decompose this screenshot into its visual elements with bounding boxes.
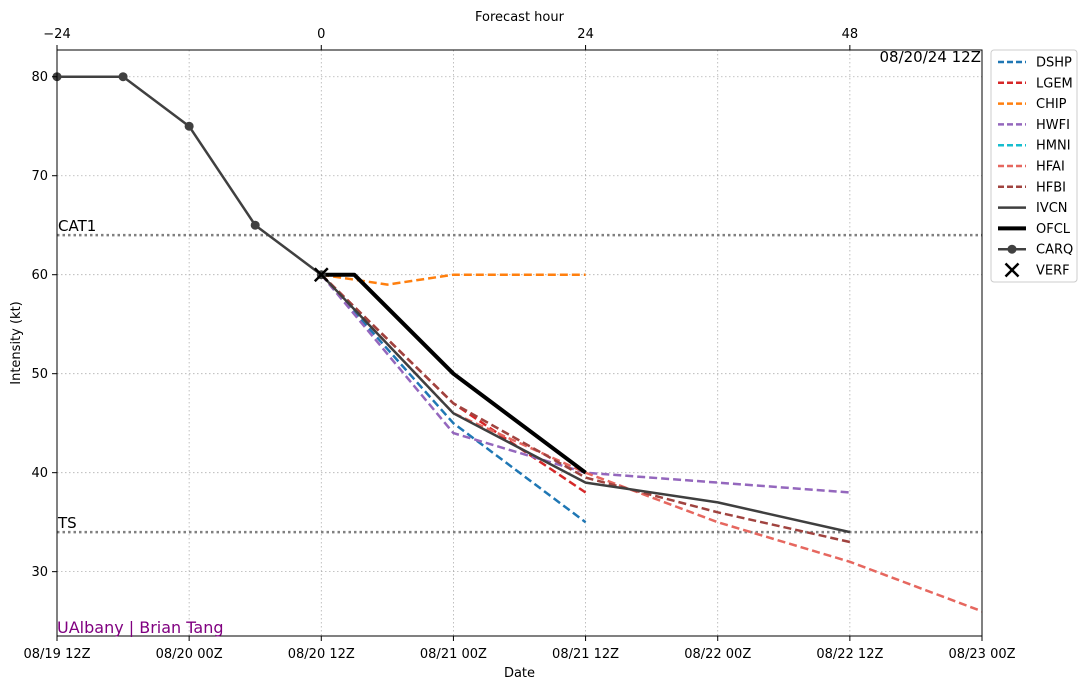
legend-label: HFBI xyxy=(1036,180,1066,195)
legend-item-lgem: LGEM xyxy=(998,76,1073,91)
legend-item-hwfi: HWFI xyxy=(998,118,1070,133)
legend-label: CHIP xyxy=(1036,97,1067,112)
series-line-hfbi xyxy=(320,273,851,544)
top-tick-label: 24 xyxy=(577,27,594,42)
y-tick-label: 80 xyxy=(31,70,48,85)
x-axis-label: Date xyxy=(504,666,535,681)
legend-item-ofcl: OFCL xyxy=(998,222,1071,237)
legend-label: DSHP xyxy=(1036,56,1072,71)
legend-item-verf: VERF xyxy=(1004,262,1070,279)
y-axis-label: Intensity (kt) xyxy=(9,301,24,384)
legend: DSHP LGEM CHIP HWFI HMNI HFAI HFBI IVCN OFCL CARQ… xyxy=(990,49,1078,283)
x-axis: 08/19 12Z 08/20 00Z 08/20 12Z 08/21 00Z 08/2… xyxy=(23,636,1016,662)
credit-text: UAlbany | Brian Tang xyxy=(57,618,224,637)
series-line-ivcn xyxy=(320,273,851,534)
top-tick-label: 48 xyxy=(842,27,859,42)
legend-label: VERF xyxy=(1036,264,1070,279)
legend-item-hfai: HFAI xyxy=(998,160,1065,175)
x-tick-label: 08/22 12Z xyxy=(816,647,883,662)
legend-label: HWFI xyxy=(1036,118,1070,133)
top-axis-label: Forecast hour xyxy=(475,10,565,25)
x-tick-label: 08/21 00Z xyxy=(420,647,487,662)
top-axis: −24 0 24 48 xyxy=(43,27,858,50)
top-tick-label: −24 xyxy=(43,27,70,42)
y-axis: 30 40 50 60 70 80 xyxy=(31,70,57,580)
series-lines xyxy=(52,72,983,613)
y-tick-label: 60 xyxy=(31,268,48,283)
legend-label: HFAI xyxy=(1036,160,1065,175)
x-tick-label: 08/21 12Z xyxy=(552,647,619,662)
legend-swatch xyxy=(1004,262,1020,278)
point-carq xyxy=(118,72,128,82)
y-tick-label: 50 xyxy=(31,367,48,382)
threshold-lines: CAT1 TS xyxy=(57,217,982,534)
init-time-stamp: 08/20/24 12Z xyxy=(880,48,982,66)
legend-label: OFCL xyxy=(1036,222,1071,237)
x-tick-label: 08/22 00Z xyxy=(684,647,751,662)
x-tick-label: 08/23 00Z xyxy=(948,647,1015,662)
point-verf xyxy=(313,267,329,283)
threshold-label-ts: TS xyxy=(57,514,77,532)
threshold-label-cat1: CAT1 xyxy=(58,217,96,235)
x-tick-label: 08/20 12Z xyxy=(288,647,355,662)
point-carq xyxy=(250,220,260,230)
y-tick-label: 70 xyxy=(31,169,48,184)
top-tick-label: 0 xyxy=(317,27,325,42)
point-carq xyxy=(184,121,194,131)
legend-label: CARQ xyxy=(1036,243,1073,258)
legend-label: IVCN xyxy=(1036,201,1068,216)
legend-marker xyxy=(1007,244,1017,254)
legend-item-dshp: DSHP xyxy=(998,56,1072,71)
series-line-ofcl xyxy=(321,272,587,475)
legend-item-carq: CARQ xyxy=(998,243,1073,258)
series-line-dshp xyxy=(320,273,587,524)
legend-item-ivcn: IVCN xyxy=(998,201,1068,216)
x-tick-label: 08/19 12Z xyxy=(23,647,90,662)
legend-item-hfbi: HFBI xyxy=(998,180,1066,195)
legend-item-hmni: HMNI xyxy=(998,139,1071,154)
x-tick-label: 08/20 00Z xyxy=(156,647,223,662)
legend-label: LGEM xyxy=(1036,76,1073,91)
legend-item-chip: CHIP xyxy=(998,97,1067,112)
series-line-chip xyxy=(321,273,586,286)
plot-frame xyxy=(56,49,983,637)
y-tick-label: 30 xyxy=(31,565,48,580)
legend-label: HMNI xyxy=(1036,139,1071,154)
series-line-hwfi xyxy=(320,273,850,494)
legend-frame xyxy=(990,49,1078,283)
y-tick-label: 40 xyxy=(31,466,48,481)
